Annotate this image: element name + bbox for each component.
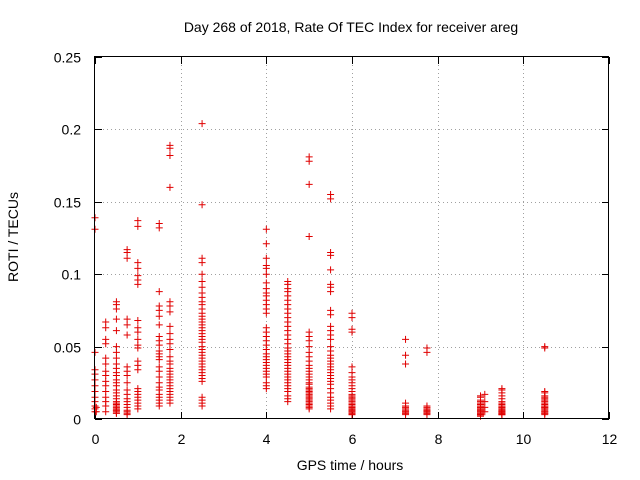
data-point (423, 411, 431, 419)
data-point (102, 324, 110, 332)
data-point (166, 399, 174, 407)
data-point (262, 385, 270, 393)
data-point (498, 411, 506, 419)
data-point (284, 398, 292, 406)
data-point (305, 233, 313, 241)
data-point (123, 411, 131, 419)
data-point (112, 327, 120, 335)
data-point (262, 270, 270, 278)
data-point (155, 288, 163, 296)
data-point (155, 356, 163, 364)
y-tick-label: 0.05 (54, 340, 81, 356)
data-point (112, 406, 120, 414)
y-tick-label: 0 (73, 412, 81, 428)
data-point (327, 288, 335, 296)
data-point (123, 321, 131, 329)
y-axis-label: ROTI / TECUs (5, 192, 21, 282)
data-point (102, 360, 110, 368)
data-point (262, 240, 270, 248)
y-tick-label: 0.1 (62, 267, 82, 283)
data-point (541, 411, 549, 419)
data-point (305, 405, 313, 413)
data-point (402, 360, 410, 368)
x-axis-label: GPS time / hours (297, 457, 404, 473)
data-point (348, 411, 356, 419)
data-point (166, 144, 174, 152)
data-point (123, 372, 131, 380)
x-tick-label: 6 (349, 431, 357, 447)
data-point (198, 270, 206, 278)
data-point (327, 335, 335, 343)
x-tick-label: 2 (178, 431, 186, 447)
data-point (327, 405, 335, 413)
data-point (166, 308, 174, 316)
data-point (112, 305, 120, 313)
tick-labels: 0 2 4 6 8 10 12 0 0.05 0.1 0.15 0.2 0.25 (54, 50, 618, 448)
data-point (166, 345, 174, 353)
data-point (198, 377, 206, 385)
x-tick-label: 8 (435, 431, 443, 447)
data-point (305, 157, 313, 165)
data-point (155, 312, 163, 320)
data-point (123, 379, 131, 387)
data-point (481, 408, 489, 416)
data-point (262, 309, 270, 317)
data-point (262, 254, 270, 262)
data-point (134, 344, 142, 352)
data-point (402, 335, 410, 343)
data-points (91, 120, 549, 420)
data-point (166, 151, 174, 159)
y-tick-label: 0.15 (54, 195, 81, 211)
data-point (198, 120, 206, 128)
y-tick-label: 0.25 (54, 50, 81, 66)
data-point (134, 317, 142, 325)
data-point (166, 183, 174, 191)
data-point (402, 411, 410, 419)
data-point (102, 408, 110, 416)
grid-lines (95, 57, 609, 419)
data-point (134, 264, 142, 272)
data-point (112, 315, 120, 323)
chart-title: Day 268 of 2018, Rate Of TEC Index for r… (184, 19, 518, 35)
data-point (123, 331, 131, 339)
data-point (134, 280, 142, 288)
x-tick-label: 4 (263, 431, 271, 447)
data-point (423, 348, 431, 356)
data-point (262, 225, 270, 233)
data-point (134, 366, 142, 374)
data-point (155, 321, 163, 329)
data-point (402, 351, 410, 359)
data-point (155, 402, 163, 410)
data-point (134, 405, 142, 413)
data-point (348, 314, 356, 322)
data-point (327, 251, 335, 259)
data-point (134, 328, 142, 336)
data-point (481, 390, 489, 398)
data-point (166, 322, 174, 330)
data-point (305, 180, 313, 188)
plot-frame (94, 56, 609, 419)
data-point (198, 201, 206, 209)
data-point (327, 266, 335, 274)
data-point (198, 402, 206, 410)
x-tick-label: 12 (602, 431, 618, 447)
x-tick-label: 0 (92, 431, 100, 447)
data-point (348, 328, 356, 336)
data-point (198, 259, 206, 267)
data-point (102, 340, 110, 348)
data-point (134, 222, 142, 230)
y-tick-label: 0.2 (62, 122, 82, 138)
x-tick-label: 10 (516, 431, 532, 447)
data-point (155, 224, 163, 232)
data-point (327, 195, 335, 203)
data-point (92, 403, 100, 411)
data-point (327, 311, 335, 319)
data-point (541, 344, 549, 352)
data-point (123, 254, 131, 262)
